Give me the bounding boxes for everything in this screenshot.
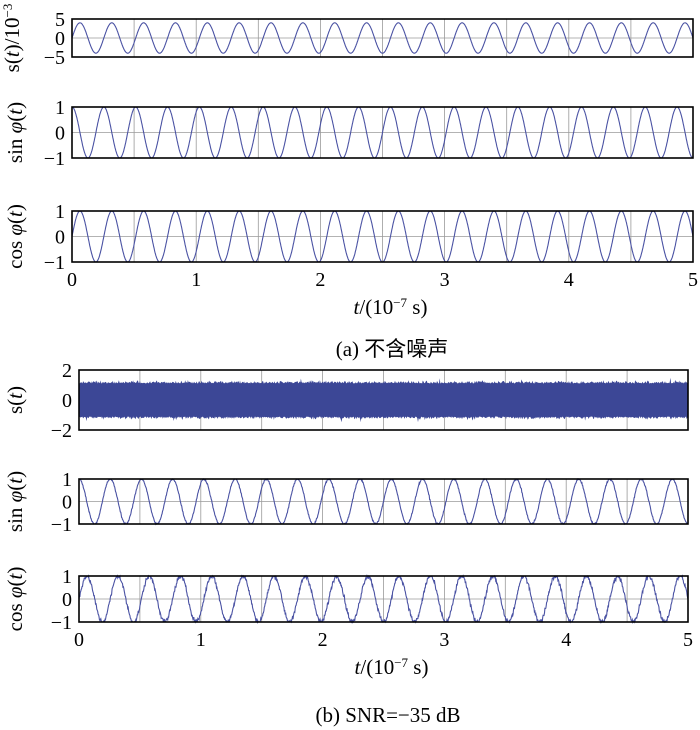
y-tick-label: 0	[55, 28, 65, 50]
y-axis-label: cos φ(t)	[3, 567, 27, 632]
x-tick-label: 3	[439, 629, 449, 651]
x-tick-label: 3	[440, 269, 450, 291]
x-tick-label: 1	[191, 269, 201, 291]
y-tick-label: 0	[62, 390, 72, 412]
y-axis-label: s(t)/10−3	[0, 4, 24, 73]
y-tick-label: 5	[55, 9, 65, 31]
x-axis-label: t/(10−7 s)	[354, 295, 428, 320]
y-tick-label: 0	[55, 123, 65, 145]
panel-a2: 1 0 −1 sin φ(t)	[3, 97, 694, 170]
y-tick-label: 1	[62, 469, 72, 491]
axes-frame	[71, 18, 694, 58]
panel-a1: 50−5 s(t)/10−3	[0, 4, 694, 73]
y-tick-label: −1	[51, 612, 72, 634]
axes-frame	[78, 478, 689, 525]
panel-b3: 10−10 1 2 3 4 5t/(10−7 s)cos φ(t)	[3, 566, 693, 679]
y-tick-label: 0	[55, 227, 65, 249]
x-tick-label: 0	[74, 629, 84, 651]
y-tick-label: −5	[44, 47, 65, 69]
panel-b2: 10−1 sin φ(t)	[3, 469, 689, 536]
series-line	[78, 477, 689, 526]
y-tick-label: 0	[62, 589, 72, 611]
y-tick-label: 0	[62, 492, 72, 514]
x-tick-label: 2	[318, 629, 328, 651]
x-tick-label: 5	[688, 269, 698, 291]
caption-a: (a) 不含噪声	[336, 337, 449, 361]
axes-frame	[71, 210, 694, 263]
y-tick-label: −2	[51, 420, 72, 442]
y-axis-label: sin φ(t)	[3, 102, 27, 163]
series-noise-band	[79, 377, 688, 423]
axes-frame	[78, 369, 689, 431]
axes-frame	[78, 575, 689, 623]
caption-b: (b) SNR=−35 dB	[315, 703, 460, 727]
series-line	[71, 22, 694, 54]
x-tick-label: 4	[561, 629, 571, 651]
x-tick-label: 4	[564, 269, 574, 291]
y-tick-label: −1	[44, 148, 65, 170]
series-line	[71, 106, 694, 159]
y-tick-label: −1	[44, 252, 65, 274]
x-axis-label: t/(10−7 s)	[355, 655, 429, 680]
y-tick-label: 1	[55, 97, 65, 119]
y-axis-label: s(t)	[3, 386, 27, 414]
y-tick-label: −1	[51, 514, 72, 536]
x-tick-label: 0	[67, 269, 77, 291]
x-tick-label: 2	[315, 269, 325, 291]
panel-b1: 2 0 −2 s(t)	[3, 360, 689, 442]
y-tick-label: 1	[62, 566, 72, 588]
y-tick-label: 2	[62, 360, 72, 382]
y-tick-label: 1	[55, 201, 65, 223]
y-axis-label: sin φ(t)	[3, 471, 27, 532]
y-axis-label: cos φ(t)	[3, 204, 27, 269]
x-tick-label: 5	[683, 629, 693, 651]
x-tick-label: 1	[196, 629, 206, 651]
axes-frame	[71, 106, 694, 159]
panel-a3: 10−10 1 2 3 4 5t/(10−7 s)cos φ(t)	[3, 201, 698, 319]
